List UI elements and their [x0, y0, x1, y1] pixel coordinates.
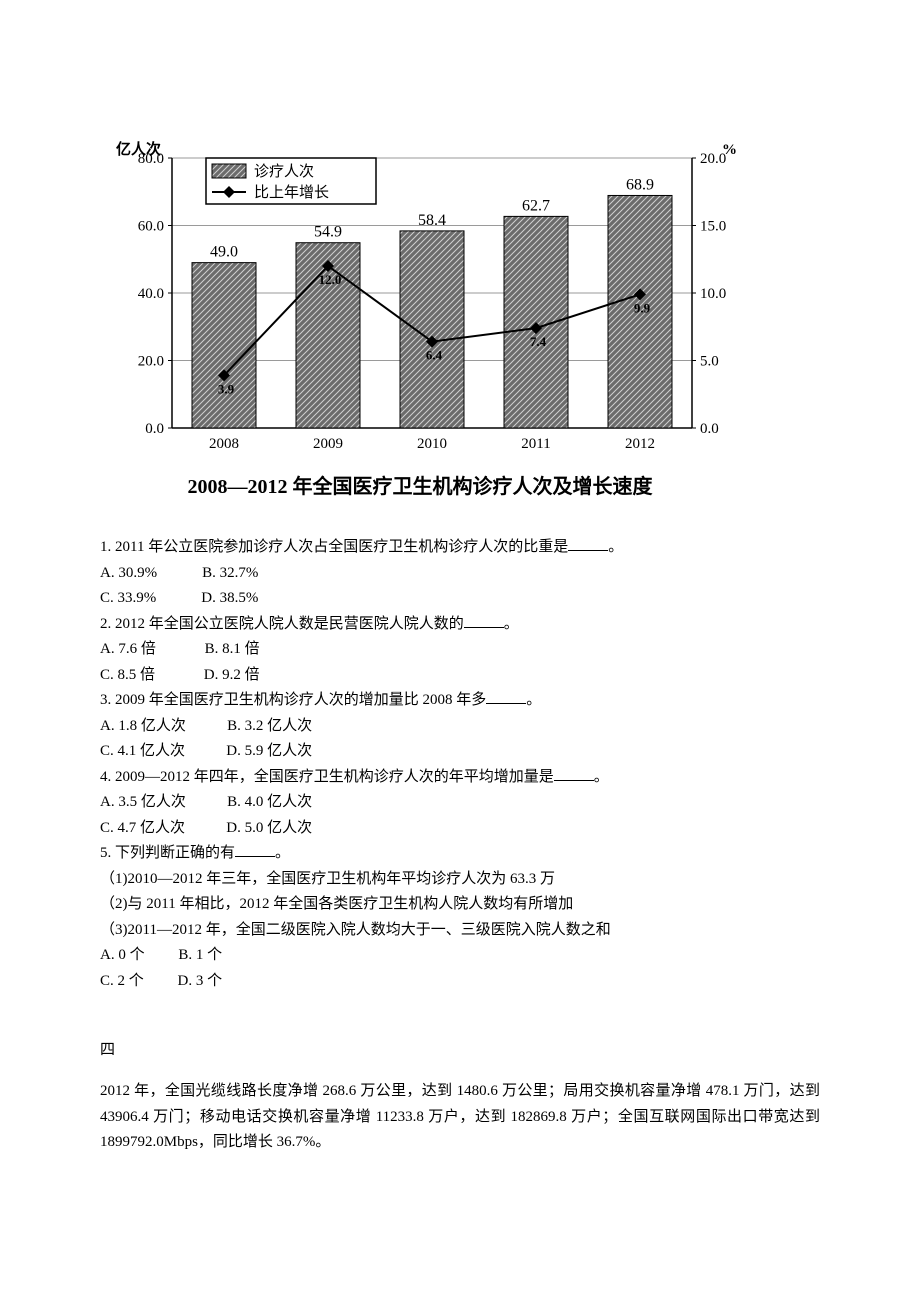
svg-text:10.0: 10.0	[700, 286, 726, 302]
q3-optA: A. 1.8 亿人次	[100, 718, 186, 734]
svg-text:12.0: 12.0	[319, 272, 342, 287]
svg-text:2011: 2011	[521, 436, 550, 452]
q1-optD: D. 38.5%	[201, 590, 258, 606]
q1: 1. 2011 年公立医院参加诊疗人次占全国医疗卫生机构诊疗人次的比重是 。	[100, 535, 820, 561]
q1-optA: A. 30.9%	[100, 565, 157, 581]
q4-optD: D. 5.0 亿人次	[226, 820, 312, 836]
svg-text:54.9: 54.9	[314, 224, 342, 241]
q5-s1: （1)2010—2012 年三年，全国医疗卫生机构年平均诊疗人次为 63.3 万	[100, 867, 820, 893]
svg-text:49.0: 49.0	[210, 244, 238, 261]
svg-text:5.0: 5.0	[700, 354, 719, 370]
svg-text:3.9: 3.9	[218, 381, 235, 396]
q4-stem: 4. 2009—2012 年四年，全国医疗卫生机构诊疗人次的年平均增加量是	[100, 769, 554, 785]
q3-optC: C. 4.1 亿人次	[100, 743, 185, 759]
q4-optC: C. 4.7 亿人次	[100, 820, 185, 836]
q1-optB: B. 32.7%	[202, 565, 258, 581]
svg-text:2010: 2010	[417, 436, 447, 452]
svg-text:9.9: 9.9	[634, 300, 651, 315]
blank	[568, 535, 608, 551]
q5-optA: A. 0 个	[100, 947, 145, 963]
q1-tail: 。	[608, 539, 623, 555]
q2-optD: D. 9.2 倍	[204, 667, 260, 683]
q5-optB: B. 1 个	[178, 947, 222, 963]
q4-optA: A. 3.5 亿人次	[100, 794, 186, 810]
q4: 4. 2009—2012 年四年，全国医疗卫生机构诊疗人次的年平均增加量是 。	[100, 765, 820, 791]
blank	[464, 612, 504, 628]
q5-optD: D. 3 个	[178, 973, 223, 989]
q2-optA: A. 7.6 倍	[100, 641, 156, 657]
svg-text:诊疗人次: 诊疗人次	[254, 163, 314, 180]
svg-text:20.0: 20.0	[138, 354, 164, 370]
svg-text:0.0: 0.0	[700, 421, 719, 437]
svg-text:6.4: 6.4	[426, 348, 443, 363]
q1-optC: C. 33.9%	[100, 590, 156, 606]
q5-optC: C. 2 个	[100, 973, 144, 989]
svg-text:80.0: 80.0	[138, 151, 164, 167]
q3-optB: B. 3.2 亿人次	[227, 718, 312, 734]
section-heading-4: 四	[100, 1038, 820, 1059]
svg-text:60.0: 60.0	[138, 219, 164, 235]
svg-text:2012: 2012	[625, 436, 655, 452]
q3-tail: 。	[526, 692, 541, 708]
blank	[486, 688, 526, 704]
svg-text:比上年增长: 比上年增长	[254, 184, 329, 201]
q5-stem: 5. 下列判断正确的有	[100, 845, 235, 861]
q2: 2. 2012 年全国公立医院人院人数是民营医院人院人数的 。	[100, 612, 820, 638]
svg-text:2008: 2008	[209, 436, 239, 452]
q2-optC: C. 8.5 倍	[100, 667, 155, 683]
q4-optB: B. 4.0 亿人次	[227, 794, 312, 810]
svg-text:2009: 2009	[313, 436, 343, 452]
q1-stem: 1. 2011 年公立医院参加诊疗人次占全国医疗卫生机构诊疗人次的比重是	[100, 539, 568, 555]
q5-tail: 。	[275, 845, 290, 861]
q3-optD: D. 5.9 亿人次	[226, 743, 312, 759]
blank	[235, 841, 275, 857]
q5-s3: （3)2011—2012 年，全国二级医院入院人数均大于一、三级医院入院人数之和	[100, 918, 820, 944]
combo-chart: 亿人次%0.00.020.05.040.010.060.015.080.020.…	[110, 140, 750, 460]
chart-title: 2008—2012 年全国医疗卫生机构诊疗人次及增长速度	[110, 470, 730, 499]
svg-text:7.4: 7.4	[530, 334, 547, 349]
svg-text:15.0: 15.0	[700, 219, 726, 235]
q5-s2: （2)与 2011 年相比，2012 年全国各类医疗卫生机构人院人数均有所增加	[100, 892, 820, 918]
questions-block: 1. 2011 年公立医院参加诊疗人次占全国医疗卫生机构诊疗人次的比重是。 A.…	[100, 535, 820, 994]
svg-text:58.4: 58.4	[418, 212, 446, 229]
svg-text:20.0: 20.0	[700, 151, 726, 167]
q4-tail: 。	[594, 769, 609, 785]
q3: 3. 2009 年全国医疗卫生机构诊疗人次的增加量比 2008 年多 。	[100, 688, 820, 714]
passage-text: 2012 年，全国光缆线路长度净增 268.6 万公里，达到 1480.6 万公…	[100, 1079, 820, 1156]
chart-container: 亿人次%0.00.020.05.040.010.060.015.080.020.…	[110, 140, 730, 499]
svg-text:0.0: 0.0	[145, 421, 164, 437]
q2-stem: 2. 2012 年全国公立医院人院人数是民营医院人院人数的	[100, 616, 464, 632]
q5: 5. 下列判断正确的有 。	[100, 841, 820, 867]
svg-text:68.9: 68.9	[626, 176, 654, 193]
q2-optB: B. 8.1 倍	[205, 641, 260, 657]
q3-stem: 3. 2009 年全国医疗卫生机构诊疗人次的增加量比 2008 年多	[100, 692, 486, 708]
svg-text:62.7: 62.7	[522, 197, 550, 214]
blank	[554, 765, 594, 781]
svg-text:40.0: 40.0	[138, 286, 164, 302]
q2-tail: 。	[504, 616, 519, 632]
